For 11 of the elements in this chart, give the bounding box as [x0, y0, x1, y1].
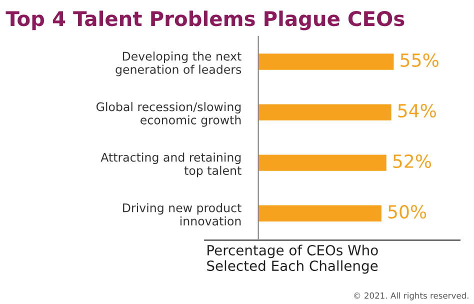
- data-label: 54%: [398, 104, 436, 118]
- y-tick-label: Attracting and retaining top talent: [100, 152, 242, 178]
- y-tick-label: Driving new product innovation: [123, 203, 242, 226]
- y-tick-label: Global recession/slowing economic growth: [96, 102, 241, 127]
- text: © 2021. All rights reserved.: [354, 292, 468, 300]
- y-tick-label: Developing the next generation of leaders: [116, 52, 242, 76]
- data-label: 50%: [388, 204, 426, 219]
- chart-title: Top 4 Talent Problems Plague CEOs: [6, 10, 404, 30]
- x-axis-title: Percentage of CEOs Who Selected Each Challenge: [207, 244, 378, 274]
- data-label: 55%: [400, 53, 438, 67]
- data-label: 52%: [393, 154, 432, 168]
